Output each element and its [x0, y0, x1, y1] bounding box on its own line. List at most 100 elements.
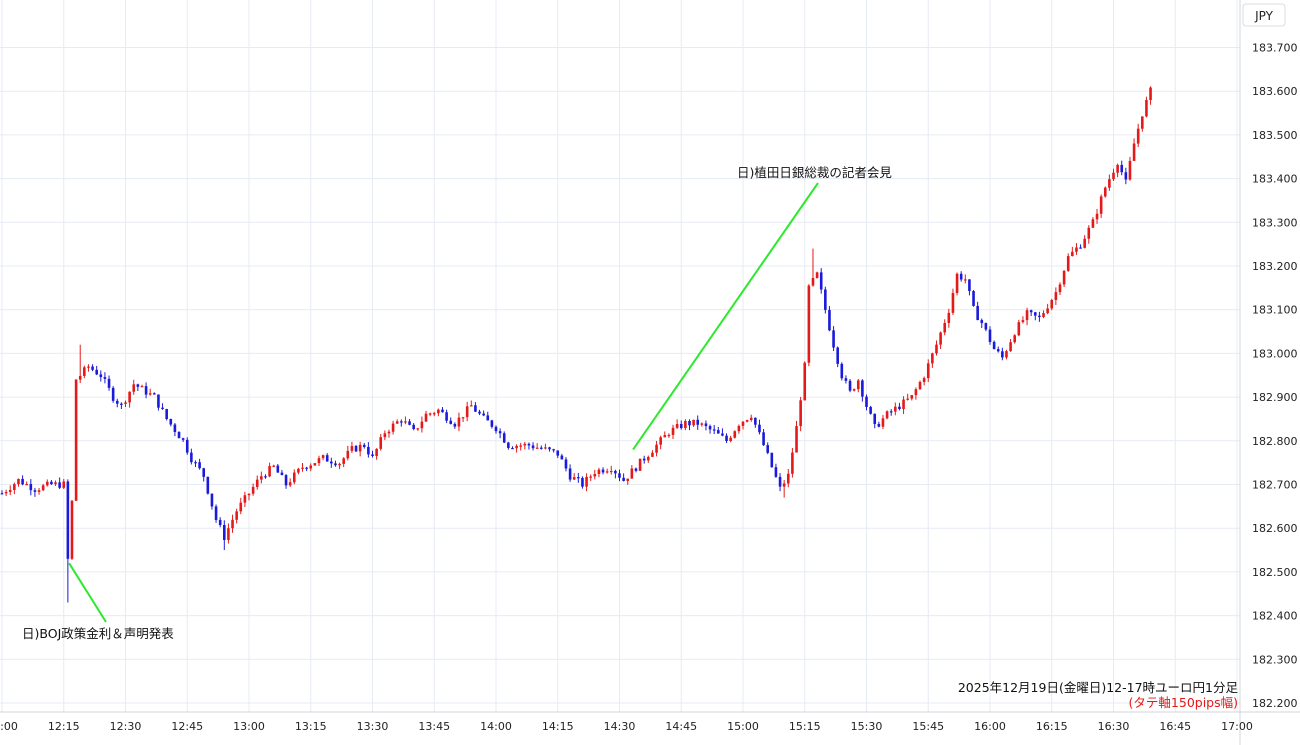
- candle: [1099, 194, 1103, 218]
- candle: [955, 272, 959, 296]
- candle-body: [239, 502, 243, 512]
- candle: [679, 420, 683, 430]
- x-tick-label: 12:30: [110, 720, 142, 733]
- candle: [358, 441, 362, 457]
- candle: [647, 455, 650, 463]
- candle-body: [992, 341, 996, 350]
- candle: [622, 473, 625, 482]
- candle: [111, 386, 115, 403]
- candle-body: [83, 367, 86, 376]
- candle-body: [1009, 342, 1012, 352]
- candle-body: [717, 430, 720, 434]
- candle-body: [453, 423, 457, 427]
- candle: [420, 416, 424, 433]
- x-tick-label: 16:45: [1159, 720, 1191, 733]
- y-tick-label: 182.700: [1252, 479, 1298, 492]
- candle: [515, 444, 518, 453]
- candle: [83, 365, 86, 379]
- candle-body: [733, 431, 737, 438]
- candle: [198, 458, 201, 470]
- candle: [338, 462, 341, 470]
- candle-body: [935, 344, 938, 354]
- candle: [37, 488, 41, 495]
- candle: [255, 475, 259, 490]
- x-tick-label: 13:45: [418, 720, 450, 733]
- candle-body: [741, 421, 745, 426]
- candle-body: [519, 445, 522, 447]
- candle: [741, 421, 745, 430]
- candle-body: [544, 447, 547, 449]
- candle: [819, 268, 823, 294]
- candle-body: [13, 484, 16, 491]
- candle-body: [1145, 100, 1148, 117]
- candle: [1029, 309, 1033, 316]
- candle-body: [807, 285, 811, 363]
- candle: [362, 443, 366, 449]
- candle-body: [470, 405, 473, 407]
- candle-body: [379, 437, 383, 449]
- chart-caption-scale: (タテ軸150pips幅): [1129, 695, 1238, 710]
- candle-body: [115, 400, 119, 404]
- candle-body: [959, 273, 963, 280]
- candle: [630, 465, 634, 479]
- candle-body: [432, 413, 436, 415]
- candle: [774, 463, 778, 478]
- candle-body: [684, 420, 687, 429]
- candle-body: [696, 419, 700, 425]
- candle: [227, 523, 230, 544]
- candle: [910, 394, 914, 401]
- candle-body: [214, 506, 218, 520]
- annotation-boj: 日)BOJ政策金利＆声明発表: [22, 626, 174, 641]
- candle: [297, 467, 300, 475]
- x-tick-label: 13:15: [295, 720, 327, 733]
- candle: [585, 473, 588, 492]
- candle: [786, 469, 790, 488]
- candle-body: [910, 395, 914, 399]
- candle: [29, 479, 33, 496]
- candle-body: [441, 409, 444, 413]
- candle-body: [45, 481, 49, 486]
- candle-body: [1128, 160, 1132, 180]
- candle-body: [218, 519, 222, 526]
- candle: [1025, 307, 1029, 326]
- candle: [1042, 310, 1045, 319]
- candle-body: [836, 347, 839, 364]
- candle-body: [1149, 87, 1152, 101]
- annotation-layer: 日)BOJ政策金利＆声明発表 日)植田日銀総裁の記者会見: [22, 165, 892, 641]
- candle-body: [169, 418, 173, 425]
- candle-body: [861, 380, 864, 397]
- candle: [943, 319, 947, 336]
- candle: [107, 375, 111, 391]
- candle-body: [729, 437, 732, 442]
- candle-body: [1083, 238, 1086, 248]
- candle: [243, 491, 247, 507]
- candle-body: [955, 273, 959, 293]
- candle-body: [148, 393, 152, 395]
- candle: [1124, 167, 1128, 185]
- candle-body: [618, 473, 621, 478]
- candle: [424, 410, 428, 422]
- candle: [66, 479, 70, 603]
- candle: [74, 379, 78, 502]
- candle-body: [663, 435, 667, 438]
- candle: [655, 440, 658, 457]
- candle-body: [74, 379, 78, 501]
- candle: [408, 419, 411, 426]
- candle-body: [255, 479, 259, 487]
- candle: [194, 460, 197, 468]
- candle: [1116, 163, 1119, 178]
- candle: [737, 424, 741, 434]
- candle-body: [535, 447, 539, 449]
- candle-body: [634, 468, 638, 471]
- candle-body: [474, 405, 477, 412]
- candle: [926, 359, 930, 382]
- candle: [169, 418, 173, 427]
- candle-body: [124, 402, 127, 404]
- x-tick-label: 15:45: [912, 720, 944, 733]
- candle-body: [894, 406, 897, 412]
- candle: [581, 476, 584, 489]
- candle: [754, 417, 757, 428]
- candle: [1141, 116, 1144, 132]
- candle: [844, 375, 848, 384]
- y-tick-label: 182.300: [1252, 653, 1298, 666]
